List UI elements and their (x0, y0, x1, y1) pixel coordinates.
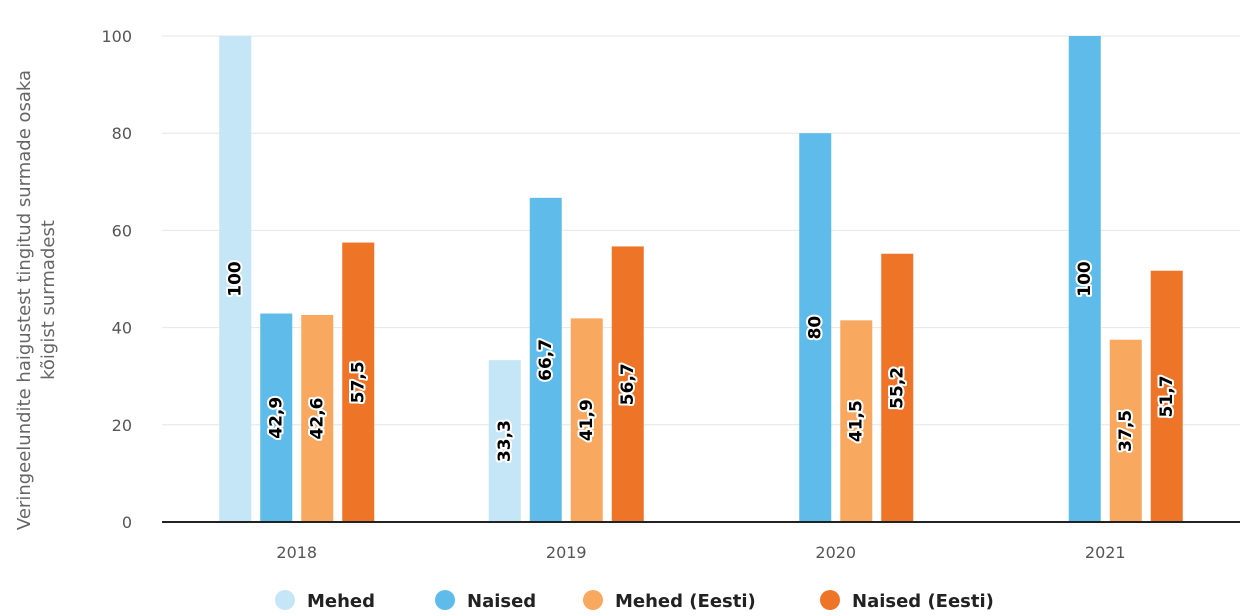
bar-naised-2018 (260, 313, 293, 522)
y-axis-title-line-2: kõigist surmadest (38, 220, 59, 380)
y-tick-label: 20 (112, 416, 132, 435)
data-labels: 100 42,9 42,6 57,5 33,3 66,7 41,9 56,7 80 41,5 55,… (223, 259, 1179, 464)
bar-naised-2021 (1068, 36, 1101, 522)
y-tick-label: 100 (101, 27, 132, 46)
bar-naised-eesti-2021 (1150, 270, 1183, 522)
y-tick-label: 80 (112, 124, 132, 143)
bar-naised-2019 (529, 197, 562, 522)
bar-naised-eesti-2020 (881, 253, 914, 522)
bar-mehed-eesti-2021 (1109, 339, 1142, 522)
bar-mehed-2018 (219, 36, 252, 522)
legend-swatch (275, 590, 295, 610)
y-tick-label: 60 (112, 221, 132, 240)
legend-swatch (435, 590, 455, 610)
data-label: 51,7 (1157, 375, 1177, 417)
legend-label: Mehed (Eesti) (615, 591, 756, 612)
bar-mehed-eesti-2019 (570, 318, 603, 522)
data-label: 37,5 (1116, 410, 1136, 452)
data-label: 56,7 (618, 363, 638, 405)
x-tick-label: 2018 (276, 543, 317, 562)
x-tick-label: 2020 (815, 543, 856, 562)
bar-naised-eesti-2019 (611, 246, 644, 523)
bar-naised-eesti-2018 (342, 242, 375, 523)
x-tick-label: 2019 (546, 543, 587, 562)
data-label: 41,9 (577, 399, 597, 441)
data-label: 57,5 (348, 361, 368, 403)
bars (219, 36, 1183, 523)
data-label: 33,3 (495, 420, 515, 462)
bar-mehed-eesti-2020 (840, 320, 873, 522)
data-label: 80 (805, 316, 825, 340)
y-tick-label: 0 (122, 513, 132, 532)
data-label: 55,2 (887, 367, 907, 409)
bar-mehed-2019 (488, 360, 521, 522)
bar-mehed-eesti-2018 (301, 314, 334, 522)
y-tick-label: 40 (112, 319, 132, 338)
legend-label: Naised (Eesti) (852, 591, 994, 612)
data-label: 42,9 (266, 397, 286, 439)
legend-swatch (820, 590, 840, 610)
legend-item[interactable]: Mehed (275, 590, 375, 612)
data-label: 66,7 (536, 339, 556, 381)
legend-item[interactable]: Mehed (Eesti) (583, 590, 756, 612)
y-axis-title: Veringeelundite haigustest tingitud surm… (14, 70, 59, 530)
data-label: 100 (1075, 261, 1095, 297)
y-axis-title-line-1: Veringeelundite haigustest tingitud surm… (14, 70, 35, 530)
legend-swatch (583, 590, 603, 610)
x-axis-ticks: 2018 2019 2020 2021 (276, 543, 1125, 562)
data-label: 41,5 (846, 400, 866, 442)
gridlines (162, 35, 1240, 426)
legend-label: Mehed (307, 591, 375, 612)
legend: Mehed Naised Mehed (Eesti) Naised (Eesti) (275, 590, 994, 612)
x-tick-label: 2021 (1085, 543, 1126, 562)
legend-item[interactable]: Naised (435, 590, 536, 612)
legend-item[interactable]: Naised (Eesti) (820, 590, 994, 612)
bar-naised-2020 (799, 133, 832, 522)
y-axis-ticks: 0 20 40 60 80 100 (101, 27, 132, 532)
data-label: 100 (225, 261, 245, 297)
data-label: 42,6 (307, 398, 327, 440)
legend-label: Naised (467, 591, 536, 612)
